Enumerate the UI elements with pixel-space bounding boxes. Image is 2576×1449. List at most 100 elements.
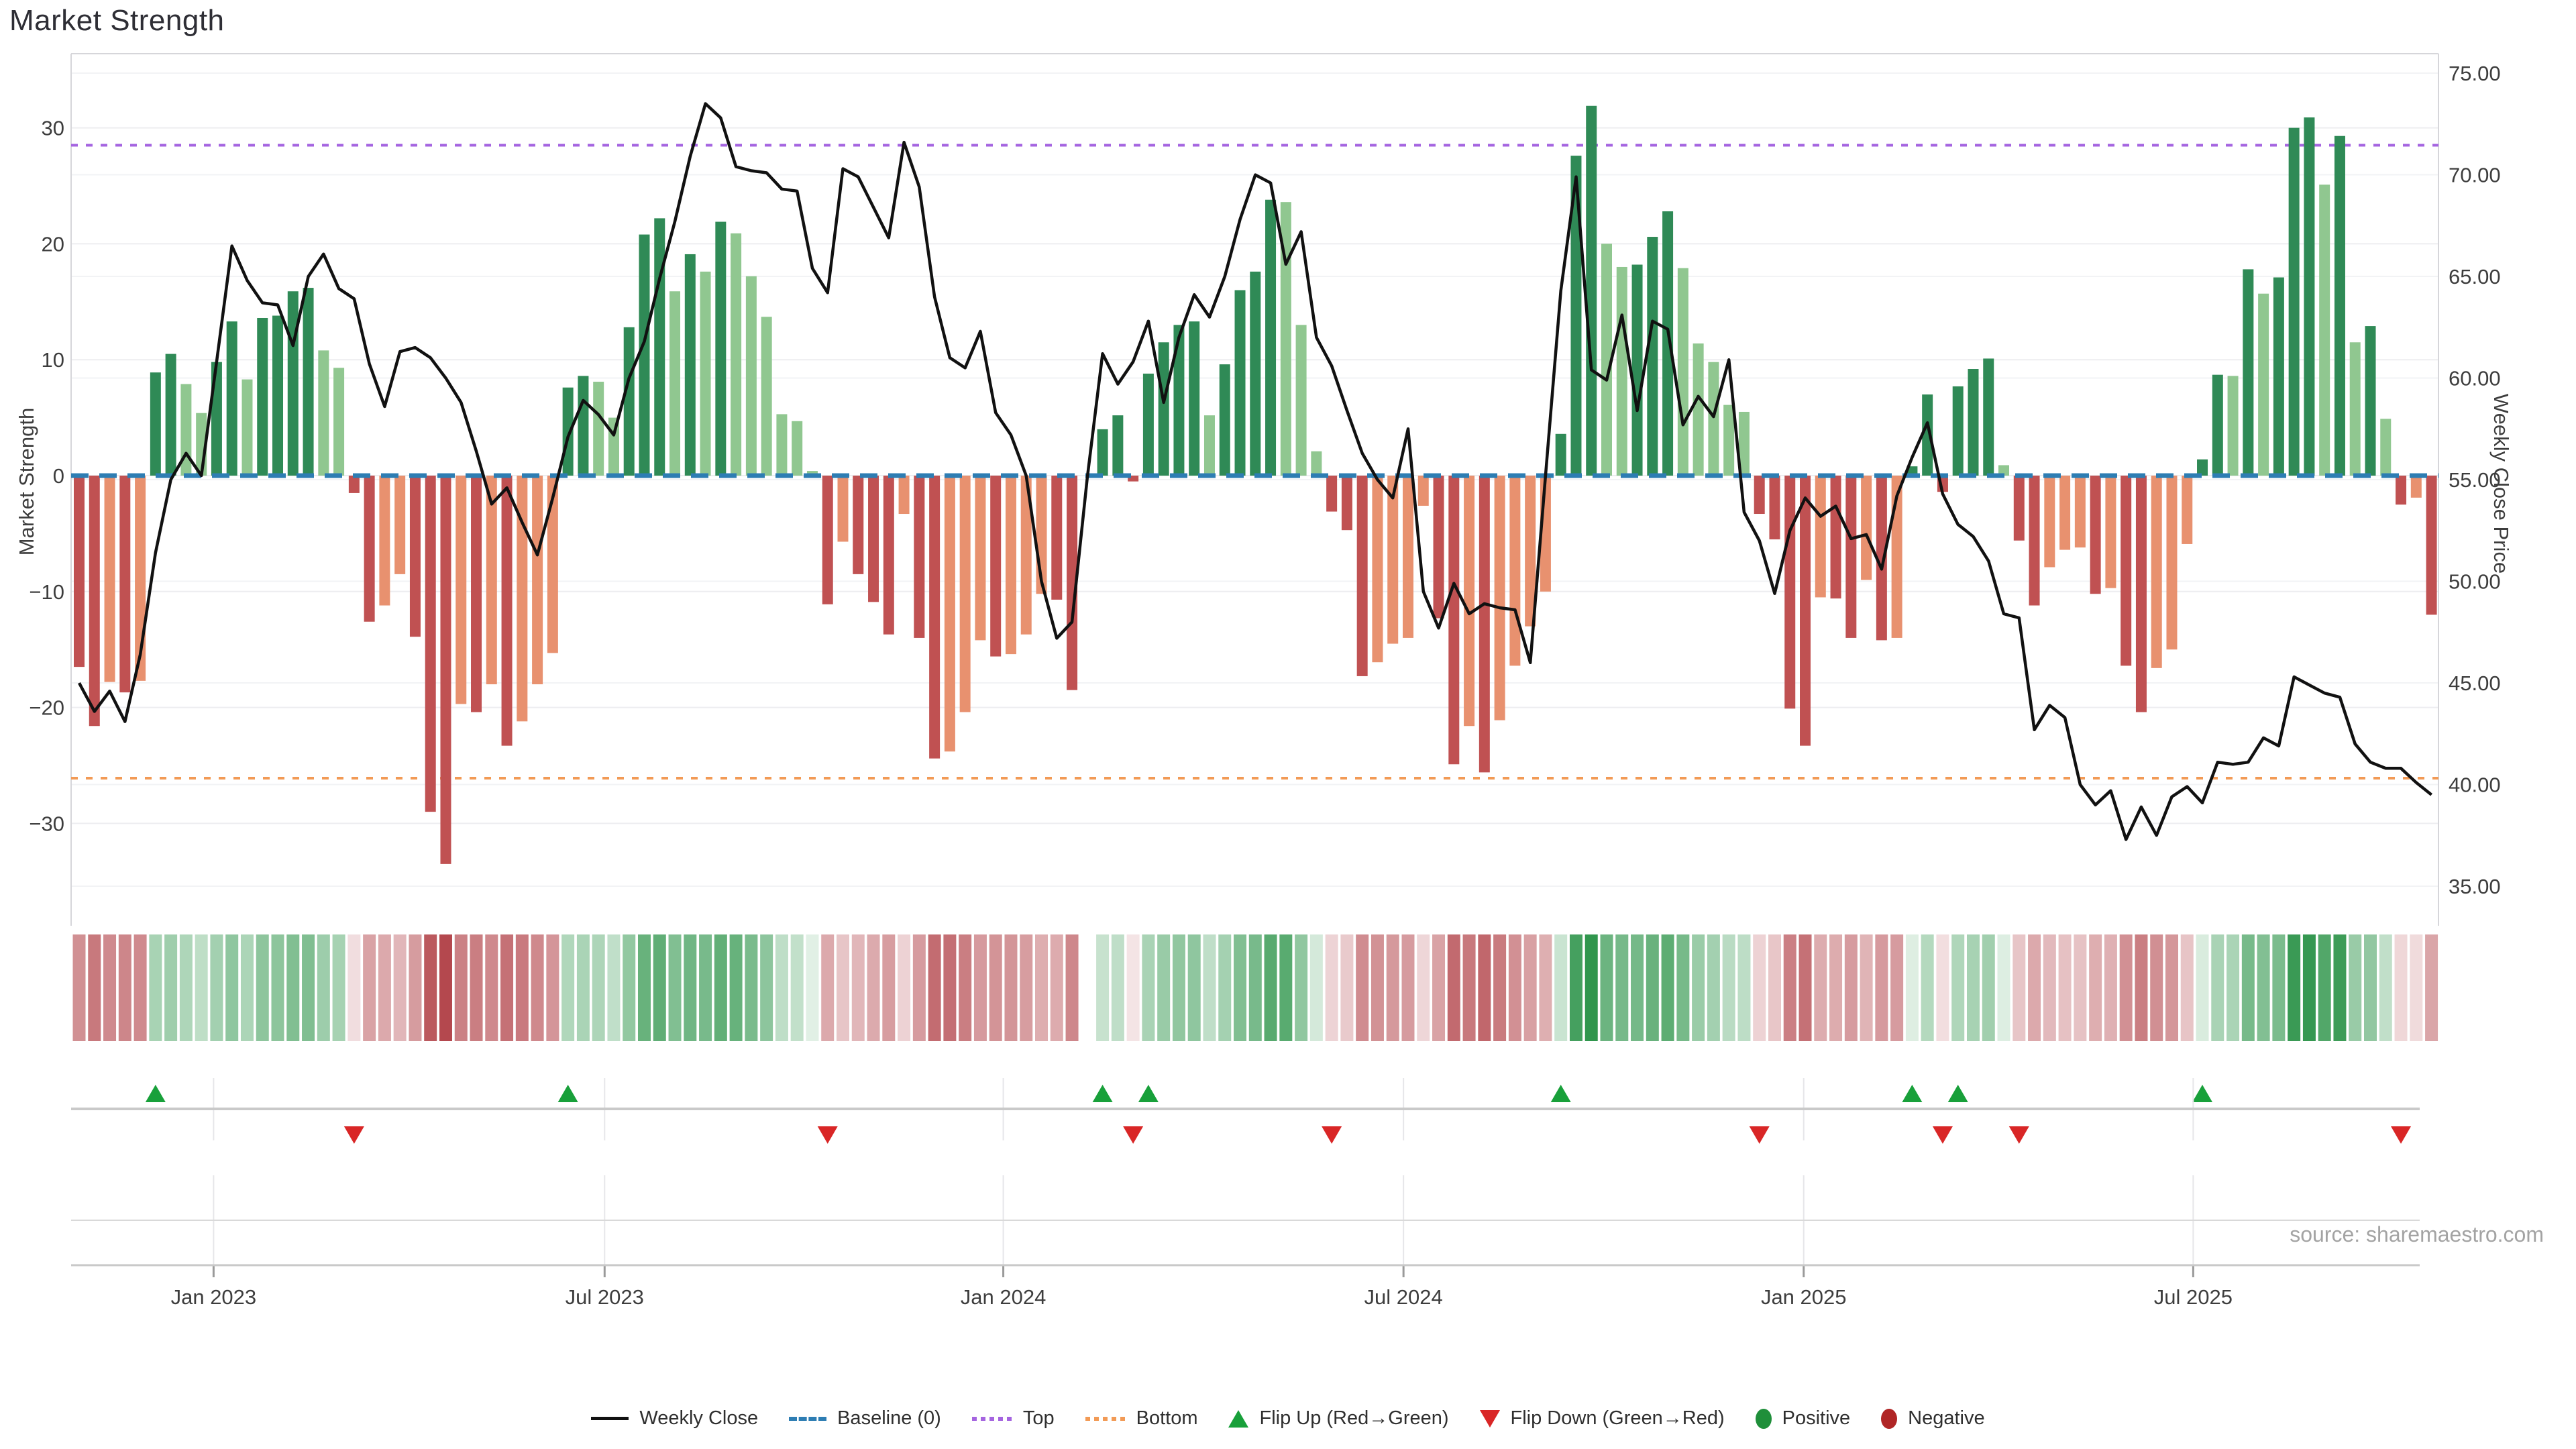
- heatmap-cell: [1875, 934, 1888, 1041]
- heatmap-cell: [2379, 934, 2392, 1041]
- strength-bar-negative: [1891, 476, 1902, 638]
- strength-bar-negative: [1020, 476, 1032, 635]
- strength-bar-positive: [1280, 202, 1291, 476]
- heatmap-cell: [561, 934, 575, 1041]
- legend-item-top: Top: [971, 1407, 1055, 1430]
- strength-bar-positive: [272, 315, 284, 476]
- right-axis-tick-label: 55.00: [2449, 468, 2501, 492]
- legend-label: Weekly Close: [639, 1407, 759, 1429]
- flip-up-marker: [1550, 1085, 1571, 1102]
- flip-up-marker: [1947, 1085, 1968, 1102]
- strength-bar-negative: [853, 476, 864, 574]
- strength-bar-negative: [119, 476, 131, 693]
- heatmap-cell: [1905, 934, 1919, 1041]
- heatmap-cell: [1493, 934, 1507, 1041]
- strength-bar-negative: [394, 476, 406, 574]
- heatmap-cell: [973, 934, 987, 1041]
- legend-label: Negative: [1908, 1407, 1985, 1429]
- strength-bar-negative: [2426, 476, 2437, 615]
- heatmap-cell: [1371, 934, 1384, 1041]
- legend-item-baseline-0: Baseline (0): [789, 1407, 941, 1430]
- heatmap-cell: [653, 934, 666, 1041]
- heatmap-cell: [837, 934, 849, 1041]
- strength-bar-positive: [1311, 451, 1322, 476]
- strength-bar-positive: [1647, 237, 1658, 476]
- heatmap-cell: [1126, 934, 1140, 1041]
- strength-bar-positive: [761, 317, 772, 476]
- heatmap-cell: [1096, 934, 1110, 1041]
- strength-bar-positive: [684, 254, 696, 476]
- heatmap-cell: [1539, 934, 1552, 1041]
- heatmap-cell: [1187, 934, 1201, 1041]
- strength-bar-positive: [1983, 358, 1994, 476]
- heatmap-cell: [1065, 934, 1079, 1041]
- heatmap-cell: [2104, 934, 2117, 1041]
- strength-bar-negative: [104, 476, 115, 682]
- heatmap-cell: [286, 934, 300, 1041]
- heatmap-cell: [2150, 934, 2163, 1041]
- heatmap-cell: [164, 934, 178, 1041]
- strength-bar-positive: [1265, 199, 1277, 476]
- strength-bar-positive: [792, 421, 803, 476]
- strength-bar-negative: [1784, 476, 1796, 709]
- strength-bar-negative: [379, 476, 390, 606]
- strength-bar-negative: [1005, 476, 1016, 655]
- strength-bar-positive: [1922, 394, 1933, 476]
- strength-bar-negative: [2059, 476, 2071, 550]
- heatmap-cell: [1951, 934, 1965, 1041]
- heatmap-cell: [637, 934, 651, 1041]
- heatmap-cell: [546, 934, 559, 1041]
- heatmap-cell: [2135, 934, 2148, 1041]
- heatmap-cell: [684, 934, 697, 1041]
- heatmap-cell: [2425, 934, 2438, 1041]
- strength-bar-positive: [1250, 271, 1261, 476]
- heatmap-cell: [912, 934, 926, 1041]
- heatmap-cell: [225, 934, 239, 1041]
- heatmap-cell: [867, 934, 880, 1041]
- heatmap-cell: [179, 934, 193, 1041]
- flip-down-marker: [1749, 1126, 1770, 1144]
- heatmap-cell: [2043, 934, 2056, 1041]
- heatmap-cell: [2180, 934, 2194, 1041]
- heatmap-cell: [271, 934, 284, 1041]
- strength-bar-positive: [1616, 266, 1627, 476]
- strength-bar-positive: [1693, 343, 1704, 476]
- heatmap-cell: [1966, 934, 1980, 1041]
- flip-down-marker: [1932, 1126, 1953, 1144]
- heatmap-cell: [775, 934, 788, 1041]
- strength-bar-negative: [409, 476, 421, 637]
- heatmap-cell: [2272, 934, 2286, 1041]
- legend-item-positive: Positive: [1755, 1407, 1850, 1430]
- strength-bar-positive: [1112, 415, 1124, 476]
- strength-bar-positive: [1219, 364, 1230, 476]
- strength-bar-negative: [1754, 476, 1765, 515]
- heatmap-cell: [2226, 934, 2240, 1041]
- heatmap-cell: [1417, 934, 1430, 1041]
- heatmap-cell: [714, 934, 727, 1041]
- left-axis-tick-label: −20: [29, 696, 64, 720]
- strength-bar-negative: [822, 476, 833, 604]
- heatmap-cell: [1020, 934, 1033, 1041]
- x-axis-tick-label: Jul 2023: [566, 1285, 644, 1309]
- heatmap-cell: [1386, 934, 1399, 1041]
- strength-bar-negative: [914, 476, 925, 638]
- weekly-close-line: [78, 102, 2433, 841]
- heatmap-cell: [378, 934, 391, 1041]
- left-axis-tick-label: 10: [42, 348, 64, 372]
- left-axis-title: Market Strength: [15, 407, 38, 556]
- green-circle-icon: [1755, 1408, 1772, 1429]
- heatmap-cell: [210, 934, 223, 1041]
- strength-bar-negative: [2410, 476, 2422, 498]
- strength-bar-positive: [700, 271, 711, 476]
- strength-bar-negative: [1326, 476, 1338, 512]
- heatmap-cell: [1401, 934, 1415, 1041]
- heatmap-cell: [882, 934, 896, 1041]
- strength-bar-negative: [2182, 476, 2193, 544]
- strength-bar-negative: [486, 476, 497, 685]
- heatmap-cell: [1478, 934, 1491, 1041]
- heatmap-cell: [2241, 934, 2255, 1041]
- heatmap-cell: [393, 934, 407, 1041]
- strength-bar-negative: [1341, 476, 1352, 531]
- heatmap-cell: [760, 934, 773, 1041]
- heatmap-cell: [317, 934, 330, 1041]
